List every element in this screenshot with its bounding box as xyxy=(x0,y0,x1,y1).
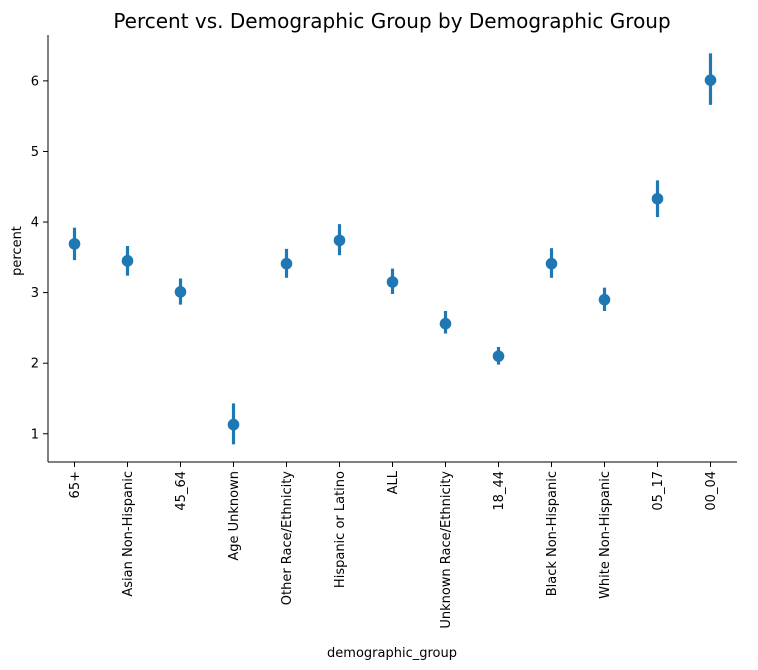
data-point xyxy=(174,286,187,298)
plot-area xyxy=(68,53,717,445)
x-tick-label: 45_64 xyxy=(174,471,189,511)
y-tick-label: 2 xyxy=(31,357,39,372)
y-tick-label: 5 xyxy=(31,145,39,160)
data-point xyxy=(386,276,399,288)
x-axis-label: demographic_group xyxy=(327,646,457,661)
x-tick-label: Black Non-Hispanic xyxy=(545,471,560,596)
x-tick-label: Asian Non-Hispanic xyxy=(121,471,136,597)
x-tick-label: Other Race/Ethnicity xyxy=(280,471,295,606)
data-point xyxy=(598,293,611,306)
data-point xyxy=(227,418,240,431)
y-tick-label: 1 xyxy=(31,427,39,442)
x-tick-label: White Non-Hispanic xyxy=(598,471,613,599)
x-tick-label: Age Unknown xyxy=(227,471,242,561)
data-point xyxy=(492,350,505,362)
y-tick-label: 3 xyxy=(31,286,39,301)
data-point xyxy=(333,234,346,247)
y-tick-label: 4 xyxy=(31,216,39,231)
data-point xyxy=(651,192,664,205)
x-tick-label: Unknown Race/Ethnicity xyxy=(439,471,454,629)
chart-title: Percent vs. Demographic Group by Demogra… xyxy=(113,9,670,33)
data-point xyxy=(704,74,717,86)
x-tick-label: 05_17 xyxy=(651,471,666,511)
data-point xyxy=(439,317,452,330)
y-tick-label: 6 xyxy=(31,74,39,89)
x-tick-label: 00_04 xyxy=(704,471,719,511)
data-point xyxy=(121,255,134,267)
y-axis: 1 2 3 4 5 6 xyxy=(31,35,49,462)
x-tick-label: Hispanic or Latino xyxy=(333,471,348,588)
data-point xyxy=(68,238,81,250)
data-point xyxy=(280,257,293,270)
x-tick-label: 18_44 xyxy=(492,471,507,511)
y-axis-label: percent xyxy=(10,226,25,276)
x-tick-label: ALL xyxy=(386,470,401,494)
x-tick-label: 65+ xyxy=(68,471,83,498)
x-axis: 65+ Asian Non-Hispanic 45_64 Age Unknown Oth… xyxy=(48,461,737,629)
data-point xyxy=(545,257,558,270)
